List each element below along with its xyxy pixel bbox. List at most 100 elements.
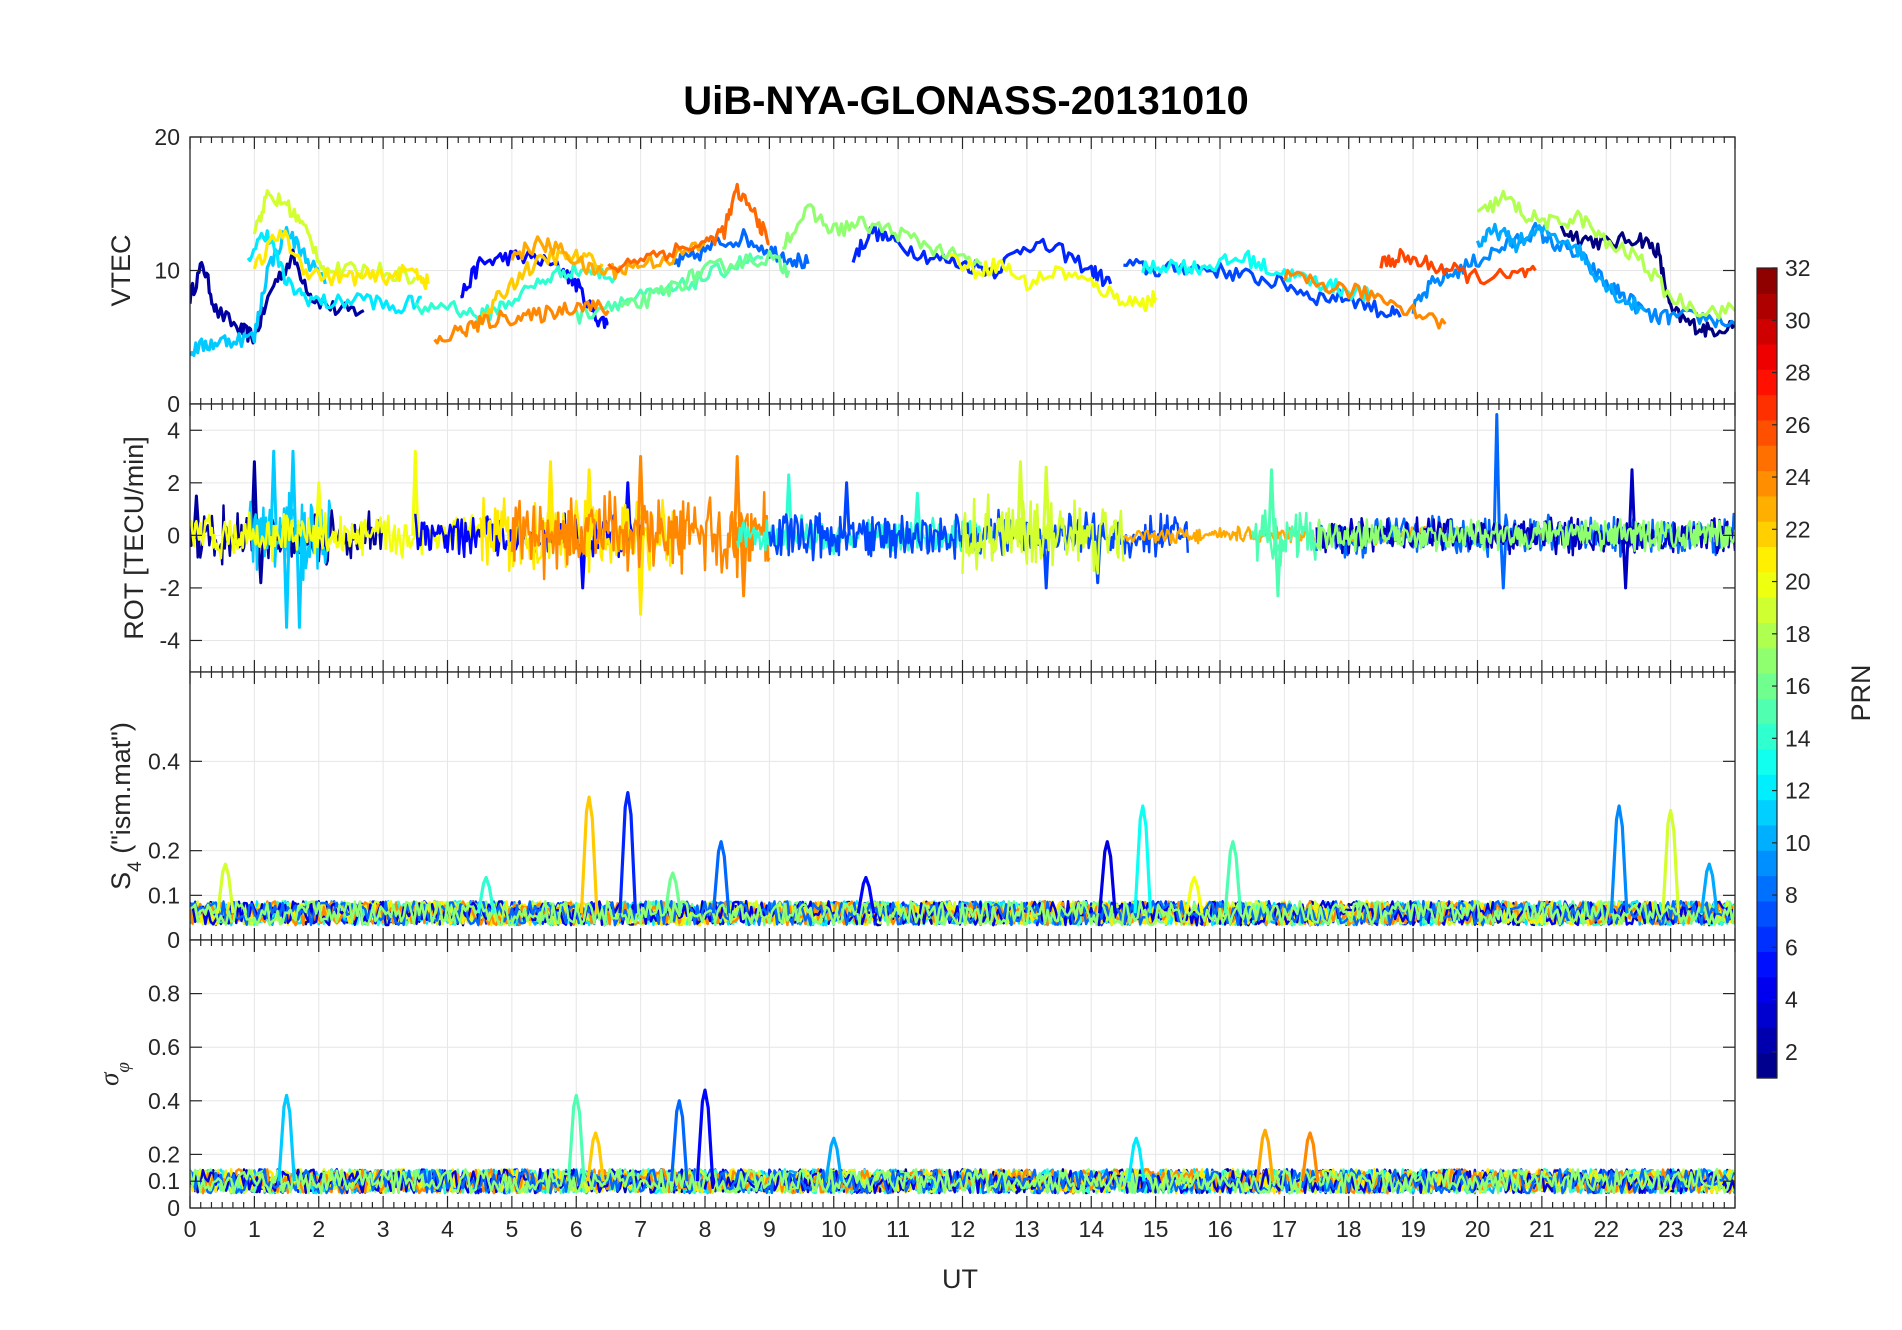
x-tick-label: 2	[312, 1216, 325, 1242]
spike-prn-16	[663, 871, 683, 914]
colorbar-band	[1757, 369, 1777, 396]
rot-spike	[842, 481, 851, 536]
series-prn-10	[1475, 222, 1647, 314]
y-tick-label: 0.4	[148, 1088, 180, 1114]
x-tick-label: 4	[441, 1216, 454, 1242]
spike-prn-19	[1661, 808, 1680, 914]
spike-prn-8	[711, 840, 731, 914]
chart-title: UiB-NYA-GLONASS-20131010	[683, 79, 1248, 123]
rot-spike	[288, 449, 298, 536]
colorbar-band	[1757, 495, 1777, 522]
data-lines	[190, 413, 1735, 629]
y-tick-label: 4	[167, 417, 180, 443]
rot-spike	[1273, 535, 1282, 598]
colorbar-tick-label: 20	[1785, 569, 1811, 595]
y-tick-label: 0.6	[148, 1034, 180, 1060]
y-axis-label: S4 ("ism.mat")	[106, 722, 146, 890]
y-tick-label: 20	[154, 124, 180, 150]
panel-3: 0 0.1 0.2 0.4S4 ("ism.mat")	[106, 671, 1736, 953]
rot-spike	[1627, 468, 1637, 536]
series-prn-6	[851, 224, 1113, 287]
y-tick-label: 0.1	[148, 882, 180, 908]
rot-prn-19	[961, 493, 1125, 575]
colorbar-band	[1757, 1027, 1777, 1054]
x-tick-label: 12	[950, 1216, 976, 1242]
rot-spike	[739, 535, 748, 598]
x-tick-label: 10	[821, 1216, 847, 1242]
spike-prn-6	[618, 791, 638, 914]
colorbar-band	[1757, 546, 1777, 573]
x-tick-label: 8	[699, 1216, 712, 1242]
colorbar-band	[1757, 774, 1777, 801]
spike-prn-10	[824, 1136, 844, 1182]
x-tick-label: 20	[1465, 1216, 1491, 1242]
spike-prn-22	[579, 795, 599, 914]
y-axis-label: σφ	[94, 1062, 134, 1086]
colorbar-tick-label: 24	[1785, 464, 1811, 490]
colorbar-band	[1757, 900, 1777, 927]
colorbar-band	[1757, 343, 1777, 370]
colorbar-tick-label: 14	[1785, 725, 1811, 751]
spike-prn-9	[1609, 804, 1629, 914]
x-tick-label: 17	[1272, 1216, 1298, 1242]
y-tick-label: 0	[167, 1195, 180, 1221]
series-prn-11	[190, 225, 327, 357]
colorbar-band	[1757, 647, 1777, 674]
ticks	[189, 672, 1736, 941]
colorbar-band	[1757, 824, 1777, 851]
colorbar-band	[1757, 419, 1777, 446]
y-tick-label: 0.1	[148, 1168, 180, 1194]
baseline-prn-17	[190, 1168, 1735, 1195]
rot-spike	[1016, 460, 1025, 536]
colorbar-band	[1757, 698, 1777, 725]
y-tick-label: 0	[167, 391, 180, 417]
y-axis-label: ROT [TECU/min]	[119, 436, 149, 640]
panel-1: 0 10 20 VTEC	[106, 124, 1736, 417]
panel-2: -4 -2 0 2 4 ROT [TECU/min]	[119, 403, 1736, 673]
colorbar-band	[1757, 622, 1777, 649]
x-tick-label: 14	[1078, 1216, 1104, 1242]
series-prn-1	[1559, 225, 1735, 338]
x-tick-label: 3	[377, 1216, 390, 1242]
colorbar-band	[1757, 597, 1777, 623]
x-tick-label: 6	[570, 1216, 583, 1242]
panel-4: 00.10.2 0.4 0.6 0.8 σφ	[94, 939, 1736, 1221]
colorbar-tick-label: 26	[1785, 412, 1811, 438]
x-tick-label: 15	[1143, 1216, 1169, 1242]
data-lines	[190, 791, 1735, 927]
y-tick-label: 0.8	[148, 981, 180, 1007]
colorbar-band	[1757, 268, 1777, 294]
spike-prn-13	[1133, 804, 1153, 914]
colorbar-band	[1757, 521, 1777, 548]
x-tick-label: 11	[886, 1216, 910, 1242]
y-tick-label: -4	[160, 627, 181, 653]
series-prn-22	[479, 248, 604, 326]
rot-spike	[256, 535, 265, 585]
colorbar-label: PRN	[1846, 664, 1876, 721]
rot-spike	[269, 449, 278, 536]
rot-spike	[733, 455, 742, 536]
colorbar-tick-label: 32	[1785, 255, 1811, 281]
colorbar-band	[1757, 394, 1777, 421]
x-tick-label: 7	[634, 1216, 647, 1242]
series-prn-26	[1379, 248, 1537, 286]
x-tick-label: 18	[1336, 1216, 1362, 1242]
colorbar-tick-label: 12	[1785, 778, 1811, 804]
x-tick-label: 21	[1529, 1216, 1555, 1242]
spike-prn-24	[1300, 1131, 1320, 1182]
y-tick-label: -2	[160, 575, 180, 601]
colorbar-tick-label: 8	[1785, 882, 1798, 908]
rot-spike	[314, 481, 323, 536]
x-axis-label: UT	[942, 1264, 978, 1294]
rot-spike	[282, 535, 291, 629]
rot-spike	[1042, 535, 1051, 590]
spike-prn-14	[476, 875, 496, 914]
rot-spike	[250, 460, 259, 536]
colorbar-band	[1757, 1002, 1777, 1028]
colorbar-tick-label: 10	[1785, 830, 1811, 856]
colorbar-band	[1757, 976, 1777, 1003]
colorbar-tick-label: 16	[1785, 673, 1811, 699]
